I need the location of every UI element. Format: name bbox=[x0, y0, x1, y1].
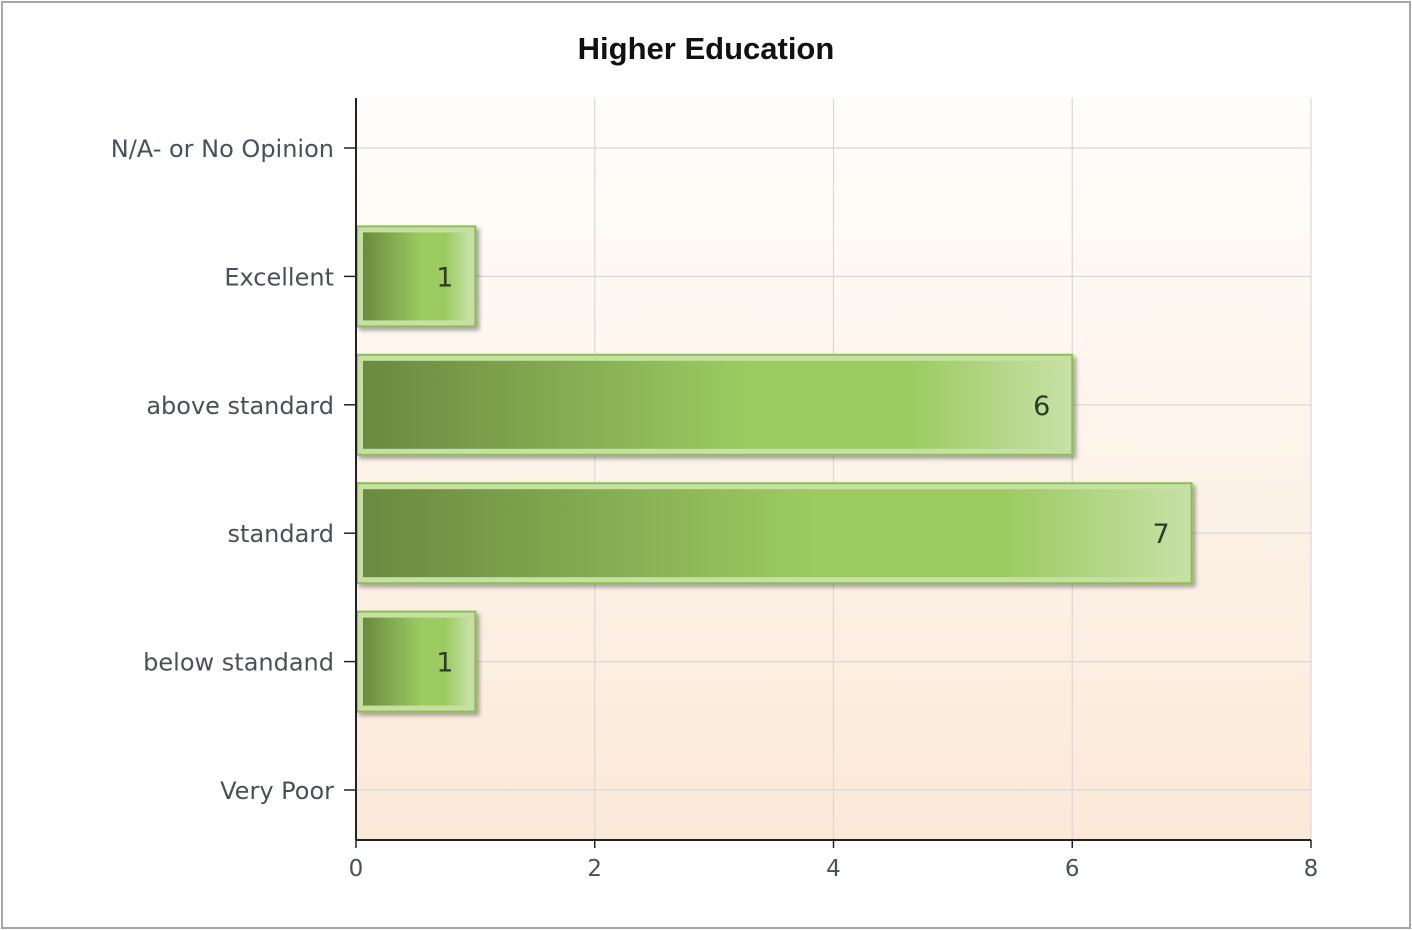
category-label: above standard bbox=[146, 392, 334, 420]
x-tick-label: 4 bbox=[826, 856, 841, 882]
x-tick-label: 8 bbox=[1304, 856, 1319, 882]
x-tick-label: 0 bbox=[349, 856, 364, 882]
category-label: below standand bbox=[143, 649, 334, 677]
bar bbox=[356, 610, 477, 713]
category-label: Very Poor bbox=[220, 777, 334, 805]
category-label: N/A- or No Opinion bbox=[111, 135, 334, 163]
bar bbox=[356, 353, 1074, 456]
bar-fill bbox=[363, 617, 470, 706]
bar bbox=[356, 482, 1193, 585]
bar-value-label: 1 bbox=[436, 262, 453, 293]
x-tick-label: 6 bbox=[1065, 856, 1080, 882]
x-tick-labels: 0 2 4 6 8 bbox=[349, 856, 1319, 882]
chart-title: Higher Education bbox=[578, 31, 835, 66]
bar-value-label: 7 bbox=[1152, 519, 1169, 550]
category-label: standard bbox=[228, 520, 334, 548]
bar-value-label: 6 bbox=[1033, 391, 1050, 422]
bar bbox=[356, 225, 477, 328]
bar-fill bbox=[363, 360, 1067, 449]
axes-group bbox=[344, 98, 1312, 848]
category-labels: N/A- or No Opinion Excellent above standar… bbox=[111, 135, 334, 805]
category-label: Excellent bbox=[224, 263, 334, 291]
bars-group bbox=[356, 225, 1193, 713]
bar-value-label: 1 bbox=[436, 648, 453, 679]
bar-fill bbox=[363, 489, 1186, 578]
bar-fill bbox=[363, 232, 470, 321]
x-tick-label: 2 bbox=[587, 856, 602, 882]
